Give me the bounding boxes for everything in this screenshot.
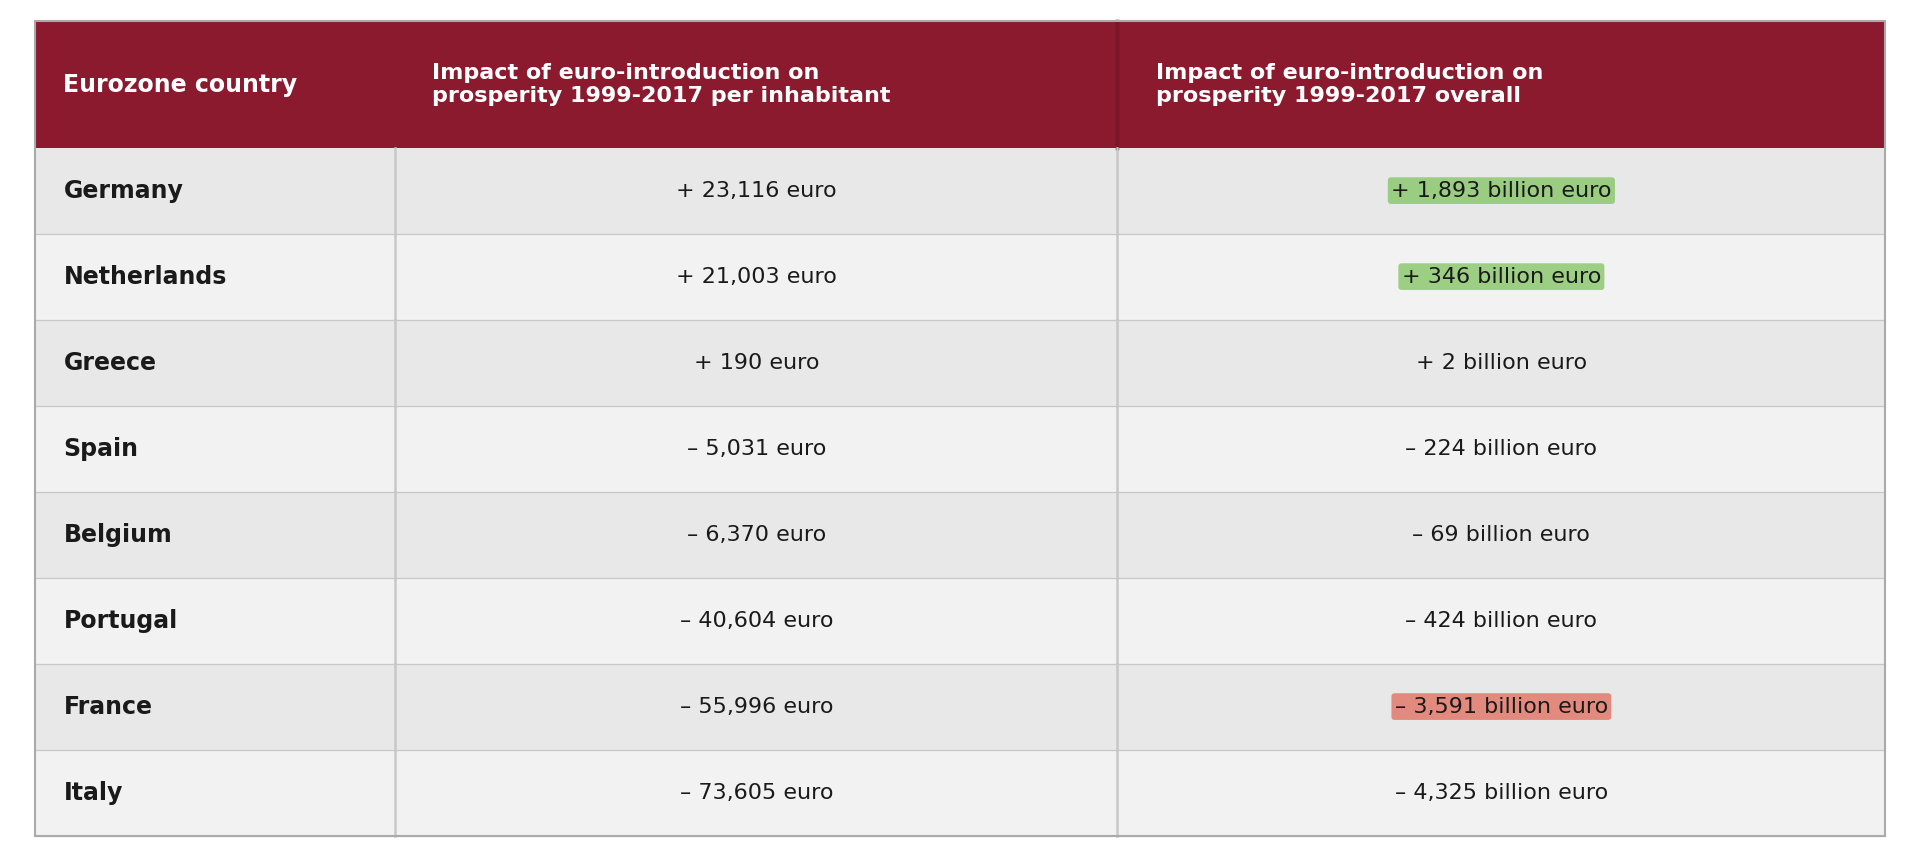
Text: Italy: Italy	[63, 781, 123, 805]
Text: + 1,893 billion euro: + 1,893 billion euro	[1392, 181, 1611, 201]
Text: – 73,605 euro: – 73,605 euro	[680, 782, 833, 802]
Text: – 4,325 billion euro: – 4,325 billion euro	[1394, 782, 1609, 802]
Text: Impact of euro-introduction on
prosperity 1999-2017 per inhabitant: Impact of euro-introduction on prosperit…	[432, 63, 891, 106]
Text: – 55,996 euro: – 55,996 euro	[680, 697, 833, 716]
Bar	[35, 21, 1885, 147]
Text: Portugal: Portugal	[63, 608, 179, 632]
Bar	[35, 578, 1885, 663]
Text: – 5,031 euro: – 5,031 euro	[687, 439, 826, 458]
Text: + 190 euro: + 190 euro	[693, 352, 820, 373]
Bar	[35, 320, 1885, 405]
Text: Greece: Greece	[63, 351, 156, 375]
Text: Eurozone country: Eurozone country	[63, 73, 298, 97]
Bar	[35, 147, 1885, 234]
Text: Impact of euro-introduction on
prosperity 1999-2017 overall: Impact of euro-introduction on prosperit…	[1156, 63, 1544, 106]
Text: Spain: Spain	[63, 436, 138, 460]
Text: – 40,604 euro: – 40,604 euro	[680, 610, 833, 631]
Bar	[35, 750, 1885, 836]
Text: – 69 billion euro: – 69 billion euro	[1413, 524, 1590, 544]
Text: – 224 billion euro: – 224 billion euro	[1405, 439, 1597, 458]
Text: + 346 billion euro: + 346 billion euro	[1402, 267, 1601, 286]
Text: – 6,370 euro: – 6,370 euro	[687, 524, 826, 544]
Bar	[35, 234, 1885, 320]
Text: France: France	[63, 694, 152, 718]
Text: – 424 billion euro: – 424 billion euro	[1405, 610, 1597, 631]
Text: Belgium: Belgium	[63, 523, 173, 547]
Text: + 2 billion euro: + 2 billion euro	[1415, 352, 1588, 373]
Text: Netherlands: Netherlands	[63, 265, 227, 289]
Text: Germany: Germany	[63, 178, 182, 202]
Text: + 23,116 euro: + 23,116 euro	[676, 181, 837, 201]
Bar	[35, 405, 1885, 492]
Text: – 3,591 billion euro: – 3,591 billion euro	[1394, 697, 1609, 716]
Text: + 21,003 euro: + 21,003 euro	[676, 267, 837, 286]
Bar	[35, 663, 1885, 750]
Bar	[35, 492, 1885, 578]
